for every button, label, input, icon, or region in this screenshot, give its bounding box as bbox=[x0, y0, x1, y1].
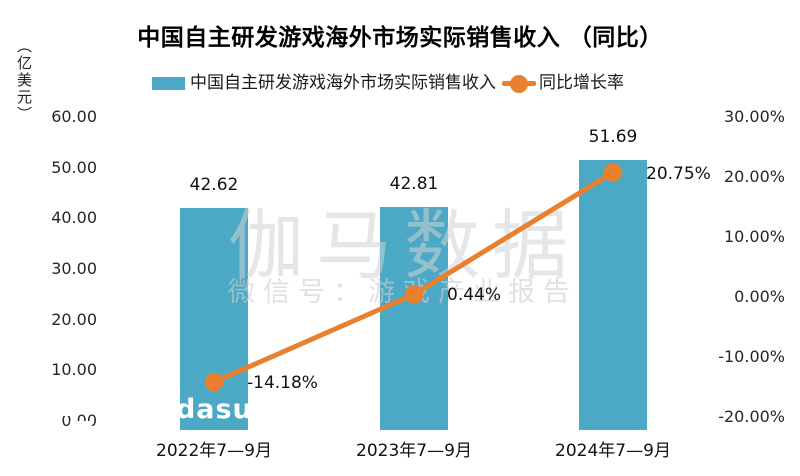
line-point-label: 0.44% bbox=[447, 285, 502, 306]
chart-title: 中国自主研发游戏海外市场实际销售收入 （同比） bbox=[137, 25, 663, 51]
legend-line-label: 同比增长率 bbox=[539, 73, 624, 93]
y-axis-tick-left: 50.00 bbox=[51, 157, 97, 177]
y-axis-tick-right: 0.00% bbox=[734, 287, 785, 306]
watermark-wechat-text: 微信号：游戏产业报告 bbox=[228, 277, 578, 308]
y-axis-tick-right: 30.00% bbox=[723, 107, 785, 126]
x-axis-label: 2023年7—9月 bbox=[356, 441, 472, 461]
bar bbox=[579, 160, 647, 430]
y-axis-tick-right: -20.00% bbox=[718, 407, 785, 426]
y-axis-tick-left: 30.00 bbox=[51, 259, 97, 278]
left-axis-title: （亿美元） bbox=[15, 38, 33, 123]
watermark-white-text: wdasu bbox=[150, 394, 253, 425]
y-axis-tick-left: 60.00 bbox=[51, 107, 97, 126]
bar-value-label: 42.62 bbox=[189, 174, 239, 195]
y-axis-tick-left: 20.00 bbox=[51, 309, 97, 329]
bar-value-label: 42.81 bbox=[389, 173, 439, 194]
y-axis-tick-right: 20.00% bbox=[723, 167, 785, 186]
legend-bar-label: 中国自主研发游戏海外市场实际销售收入 bbox=[190, 73, 496, 93]
y-axis-tick-left: 40.00 bbox=[51, 208, 97, 228]
y-axis-tick-left: 10.00 bbox=[51, 360, 97, 380]
y-axis-tick-right: 10.00% bbox=[723, 227, 785, 246]
x-axis-label: 2024年7—9月 bbox=[555, 441, 671, 461]
legend-bar-swatch-icon bbox=[152, 77, 185, 90]
line-point-label: 20.75% bbox=[646, 163, 711, 184]
watermark-erasure bbox=[70, 421, 92, 426]
line-point-label: -14.18% bbox=[247, 373, 318, 394]
bar-value-label: 51.69 bbox=[588, 127, 638, 148]
legend-line-dot-icon bbox=[510, 75, 528, 93]
y-axis-tick-right: -10.00% bbox=[718, 347, 785, 366]
x-axis-label: 2022年7—9月 bbox=[156, 441, 272, 461]
watermark-erasure bbox=[58, 410, 73, 416]
